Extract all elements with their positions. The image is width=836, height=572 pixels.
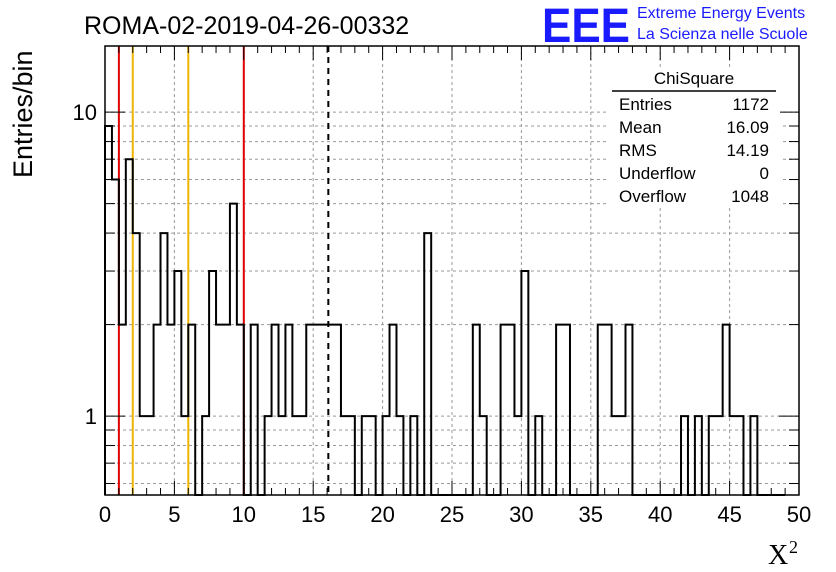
eee-logo: EEE Extreme Energy Events La Scienza nel… xyxy=(542,0,808,53)
x-tick-label: 40 xyxy=(648,502,672,527)
stats-value: 1172 xyxy=(732,95,769,114)
stats-rows: Entries 1172 Mean 16.09 RMS 14.19 Underflow 0 Ov… xyxy=(619,95,769,206)
y-tick-labels: 1 10 xyxy=(73,100,97,429)
x-tick-label: 45 xyxy=(717,502,741,527)
x-axis-label: X 2 xyxy=(768,537,798,571)
logo-line-2: La Scienza nelle Scuole xyxy=(637,26,808,43)
stats-value: 1048 xyxy=(731,187,769,206)
stats-label: Mean xyxy=(619,118,662,137)
logo-line-1: Extreme Energy Events xyxy=(637,5,805,22)
stats-label: Overflow xyxy=(619,187,687,206)
x-tick-label: 5 xyxy=(168,502,180,527)
x-tick-label: 50 xyxy=(787,502,811,527)
x-tick-label: 0 xyxy=(99,502,111,527)
logo-mark: EEE xyxy=(542,0,630,53)
y-axis-label: Entries/bin xyxy=(8,50,38,178)
x-tick-label: 25 xyxy=(440,502,464,527)
x-tick-label: 15 xyxy=(301,502,325,527)
stats-label: RMS xyxy=(619,141,657,160)
stats-value: 16.09 xyxy=(726,118,769,137)
x-tick-labels: 0 5 10 15 20 25 30 35 40 45 50 xyxy=(99,502,811,527)
stats-value: 0 xyxy=(760,164,769,183)
x-tick-label: 30 xyxy=(509,502,533,527)
x-tick-label: 35 xyxy=(579,502,603,527)
stats-label: Entries xyxy=(619,95,672,114)
plot-frame xyxy=(104,45,800,496)
stats-label: Underflow xyxy=(619,164,696,183)
y-tick-label: 10 xyxy=(73,100,97,125)
chart-title: ROMA-02-2019-04-26-00332 xyxy=(84,12,409,40)
reference-lines xyxy=(117,46,330,495)
axes xyxy=(104,45,800,496)
stats-value: 14.19 xyxy=(726,141,769,160)
y-tick-label: 1 xyxy=(85,404,97,429)
stats-title: ChiSquare xyxy=(654,69,734,88)
x-tick-label: 20 xyxy=(370,502,394,527)
x-axis-label-main: X xyxy=(768,540,788,571)
stats-box: ChiSquare Entries 1172 Mean 16.09 RMS 14.19 Un… xyxy=(608,68,780,208)
x-tick-label: 10 xyxy=(232,502,256,527)
x-axis-label-sup: 2 xyxy=(789,537,798,557)
